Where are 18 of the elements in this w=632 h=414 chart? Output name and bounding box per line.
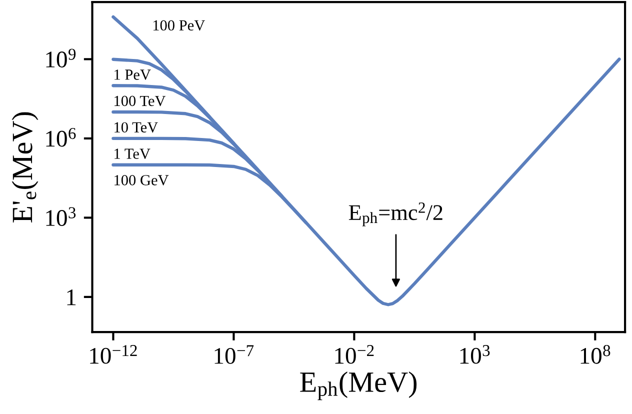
series-label: 100 PeV <box>153 20 205 31</box>
x-tick-label: 10$^{3}$ <box>460 345 490 364</box>
x-tick-label: 10$^{−12}$ <box>90 345 137 364</box>
series-label: 1 PeV <box>114 70 151 80</box>
x-tick-label: 10$^{−2}$ <box>335 345 374 364</box>
y-tick-label: 1 <box>67 290 76 306</box>
series-label: 1 TeV <box>114 148 150 159</box>
y-tick-label: 10$^{9}$ <box>46 48 76 68</box>
series-label: 10 TeV <box>114 122 158 133</box>
x-axis-title: E$_{ph}$(MeV) <box>300 371 417 400</box>
x-tick-label: 10$^{−7}$ <box>214 345 254 364</box>
x-tick-label: 10$^{8}$ <box>580 345 610 364</box>
series-label: 100 GeV <box>114 175 169 186</box>
y-axis-title: E'$_{e}$(MeV) <box>12 112 38 222</box>
y-tick-label: 10$^{3}$ <box>46 207 76 226</box>
annotation: E$_{ph}$=mc$^{2}$/2 <box>348 202 442 226</box>
y-tick-label: 10$^{6}$ <box>46 128 76 147</box>
series-label: 100 TeV <box>114 96 166 106</box>
